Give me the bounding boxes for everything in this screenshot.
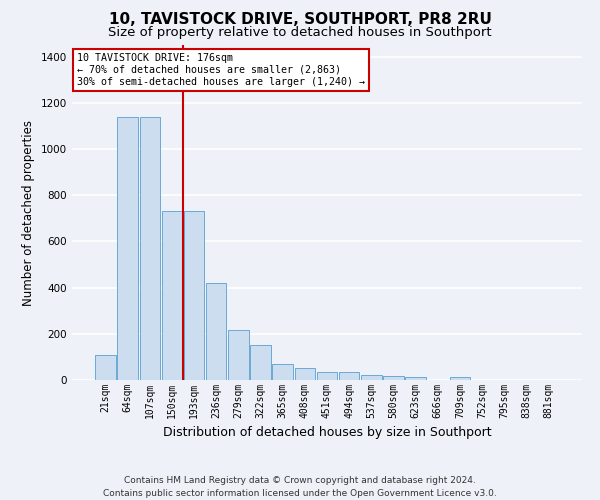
Text: Contains HM Land Registry data © Crown copyright and database right 2024.
Contai: Contains HM Land Registry data © Crown c… (103, 476, 497, 498)
Bar (383, 376, 404, 380)
Bar (295, 368, 315, 380)
Bar (161, 212, 182, 380)
X-axis label: Distribution of detached houses by size in Southport: Distribution of detached houses by size … (163, 426, 491, 440)
Bar (361, 375, 382, 380)
Bar (184, 212, 204, 380)
Bar (272, 364, 293, 380)
Bar (118, 116, 138, 380)
Bar (317, 372, 337, 380)
Bar (250, 346, 271, 380)
Text: 10, TAVISTOCK DRIVE, SOUTHPORT, PR8 2RU: 10, TAVISTOCK DRIVE, SOUTHPORT, PR8 2RU (109, 12, 491, 28)
Bar (228, 330, 248, 380)
Bar (339, 372, 359, 380)
Bar (450, 377, 470, 380)
Bar (140, 116, 160, 380)
Text: 10 TAVISTOCK DRIVE: 176sqm
← 70% of detached houses are smaller (2,863)
30% of s: 10 TAVISTOCK DRIVE: 176sqm ← 70% of deta… (77, 54, 365, 86)
Y-axis label: Number of detached properties: Number of detached properties (22, 120, 35, 306)
Bar (206, 283, 226, 380)
Text: Size of property relative to detached houses in Southport: Size of property relative to detached ho… (108, 26, 492, 39)
Bar (406, 377, 426, 380)
Bar (95, 356, 116, 380)
